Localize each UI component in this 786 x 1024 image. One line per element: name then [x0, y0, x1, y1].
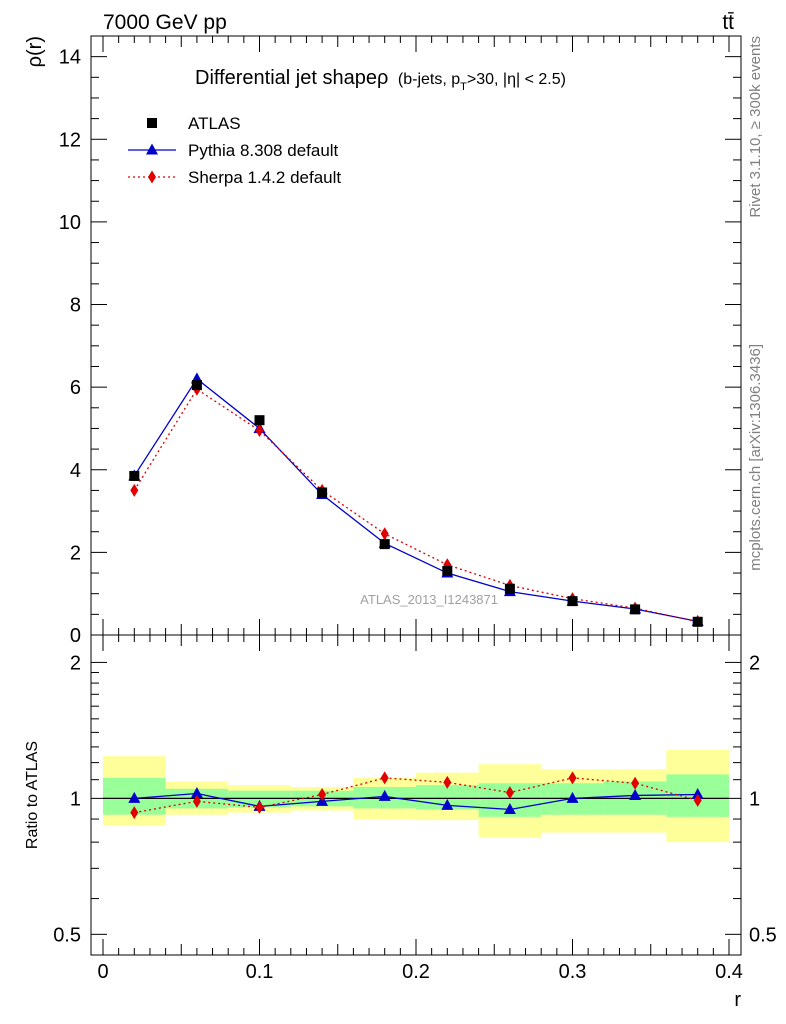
analysis-watermark: ATLAS_2013_I1243871	[360, 592, 498, 607]
main-axis-ticks: 0 2 4 6 8 10 12 14	[59, 36, 741, 647]
ratio-series-line-0	[134, 792, 698, 811]
ratio-plot-panel: 0.5 0.5 1 1 2 2 0 0.1 0.2 0.3 0.4 Ratio to ATLAS r	[24, 634, 777, 1011]
ratio-point-diamond	[693, 793, 702, 807]
ratio-point-triangle	[441, 798, 454, 810]
main-series-line-1	[133, 377, 698, 623]
main-y-tick-label: 12	[59, 129, 81, 151]
main-title-text: Differential jet shapeρ	[195, 67, 388, 89]
ratio-point-diamond	[443, 775, 452, 789]
main-point-square	[630, 604, 641, 615]
main-point-square	[379, 539, 390, 550]
x-tick-label: 0.3	[559, 961, 587, 983]
main-y-tick-label: 2	[70, 542, 81, 564]
ratio-point-diamond	[568, 771, 577, 785]
ratio-point-triangle	[629, 788, 642, 800]
legend-label-2: Sherpa 1.4.2 default	[188, 168, 341, 187]
main-point-square	[567, 596, 578, 607]
main-title-cuts: (b-jets, pT>30, |η| < 2.5)	[398, 71, 566, 93]
x-tick-label: 0.1	[246, 961, 274, 983]
main-point-diamond	[380, 527, 389, 541]
x-tick-label: 0.2	[402, 961, 430, 983]
ratio-y-axis-label: Ratio to ATLAS	[24, 741, 41, 849]
main-y-axis-label: ρ(r)	[24, 36, 46, 67]
legend-marker-square	[147, 118, 157, 128]
ratio-point-diamond	[130, 806, 139, 820]
main-y-tick-label: 8	[70, 295, 81, 317]
ratio-y-tick-label: 0.5	[53, 924, 81, 946]
main-y-tick-label: 4	[70, 460, 81, 482]
ratio-point-triangle	[190, 787, 203, 799]
main-y-tick-label: 6	[70, 377, 81, 399]
main-y-tick-label: 0	[70, 625, 81, 647]
ratio-point-diamond	[631, 776, 640, 790]
main-series-line-2	[133, 388, 698, 623]
legend-label-0: ATLAS	[188, 114, 241, 133]
ratio-y-tick-label-right: 1	[749, 788, 760, 810]
ratio-point-diamond	[318, 787, 327, 801]
ratio-point-diamond	[380, 771, 389, 785]
ratio-point-triangle	[691, 787, 704, 799]
main-point-square	[504, 583, 515, 594]
main-y-tick-label: 10	[59, 212, 81, 234]
mcplots-label: mcplots.cern.ch [arXiv:1306.3436]	[747, 344, 764, 571]
main-point-diamond	[130, 483, 139, 497]
ratio-y-tick-label: 1	[70, 788, 81, 810]
main-point-square	[317, 487, 328, 498]
main-y-tick-label: 14	[59, 47, 81, 69]
ratio-plot-frame	[90, 634, 742, 956]
main-point-square	[129, 470, 140, 481]
legend-marker-diamond	[148, 170, 156, 184]
x-tick-label: 0	[97, 961, 108, 983]
ratio-uncertainty-bands	[103, 749, 729, 843]
rivet-version-label: Rivet 3.1.10, ≥ 300k events	[747, 36, 764, 218]
ratio-y-tick-label: 2	[70, 652, 81, 674]
process-label: tt̄	[722, 11, 734, 34]
legend: ATLAS Pythia 8.308 default Sherpa 1.4.2 de…	[128, 114, 341, 187]
ratio-point-triangle	[503, 802, 516, 814]
ratio-point-diamond	[192, 794, 201, 808]
legend-marker-triangle	[146, 143, 158, 155]
main-title: Differential jet shapeρ (b-jets, pT>30, …	[195, 67, 566, 93]
main-plot-panel: 0 2 4 6 8 10 12 14 ρ(r) Differential jet shapeρ…	[24, 35, 742, 647]
main-series-layer	[128, 372, 704, 629]
main-point-square	[692, 616, 703, 627]
main-point-diamond	[255, 424, 264, 438]
ratio-point-diamond	[505, 786, 514, 800]
ratio-axis-ticks: 0.5 0.5 1 1 2 2 0 0.1 0.2 0.3 0.4	[53, 635, 777, 983]
main-point-square	[191, 380, 202, 391]
energy-label: 7000 GeV pp	[103, 11, 227, 34]
main-point-square	[254, 415, 265, 426]
x-axis-label: r	[734, 989, 741, 1011]
main-point-square	[442, 565, 453, 576]
ratio-series-line-1	[134, 777, 698, 814]
legend-label-1: Pythia 8.308 default	[188, 141, 339, 160]
ratio-y-tick-label-right: 2	[749, 652, 760, 674]
ratio-series-layer	[128, 771, 704, 820]
ratio-point-triangle	[566, 791, 579, 803]
ratio-y-tick-label-right: 0.5	[749, 924, 777, 946]
ratio-point-diamond	[255, 800, 264, 814]
x-tick-label: 0.4	[715, 961, 743, 983]
ratio-point-triangle	[378, 789, 391, 801]
ratio-point-triangle	[128, 791, 141, 803]
